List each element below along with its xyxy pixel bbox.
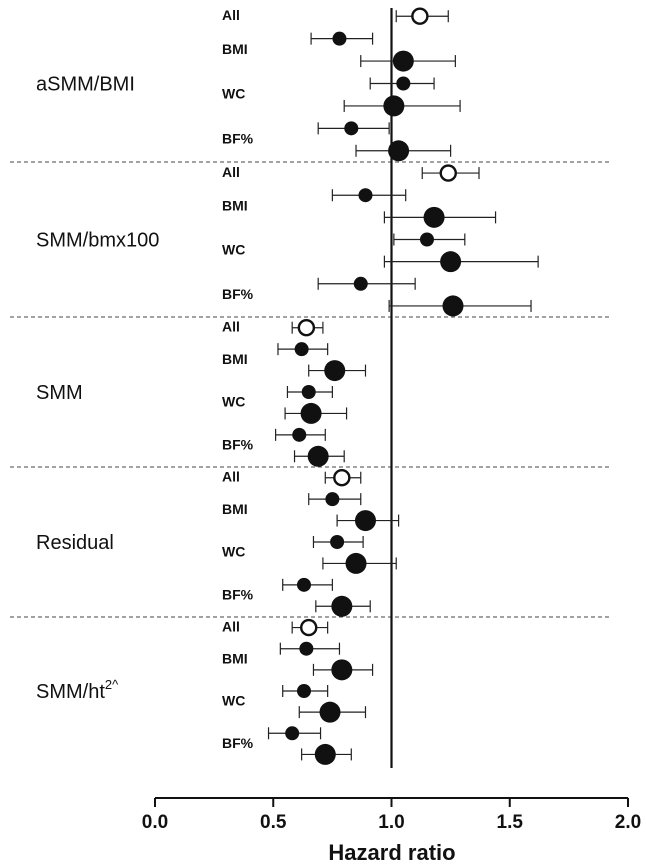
x-tick-label: 0.0 [142,812,168,833]
point-small [294,342,309,357]
row-label: WC [222,544,245,560]
group-label: SMM [36,382,83,404]
row-label: All [222,164,240,180]
point-small [299,641,314,656]
point-large [383,95,405,117]
x-tick-label: 2.0 [615,812,641,833]
x-tick-label: 1.5 [497,812,524,833]
point-large [307,445,329,467]
point-large [331,595,353,617]
point-large [442,295,464,317]
point-small [285,726,300,741]
row-label: BF% [222,587,254,603]
point-open [333,469,351,487]
point-small [332,31,347,46]
row-label: BF% [222,735,254,751]
row-label: WC [222,693,245,709]
point-open [300,618,318,637]
x-axis-title: Hazard ratio [328,840,455,865]
point-small [353,276,368,291]
row-label: BF% [222,437,254,453]
group-label: SMM/bmx100 [36,230,159,252]
point-large [300,402,322,424]
row-label: All [222,7,240,23]
point-small [330,535,345,549]
point-large [345,552,367,574]
row-label: BMI [222,351,248,367]
point-open [439,164,457,182]
point-large [388,140,410,162]
point-small [296,577,311,592]
row-label: All [222,469,240,485]
row-label: BMI [222,501,248,517]
row-label: BMI [222,197,248,213]
point-large [392,50,414,72]
point-open [411,7,429,25]
data-marks [267,7,539,765]
point-small [296,684,311,698]
point-large [331,659,353,681]
row-label: BMI [222,41,248,57]
point-small [325,492,340,507]
x-tick-label: 0.5 [260,812,287,833]
point-small [419,232,434,247]
point-small [396,76,411,91]
point-small [358,188,373,203]
group-label: Residual [36,532,114,554]
row-label: WC [222,242,245,258]
row-label: WC [222,394,245,410]
point-large [354,510,376,532]
row-label: BMI [222,650,248,666]
point-large [324,360,346,382]
row-label: WC [222,86,245,102]
point-small [301,385,316,399]
point-small [292,427,307,442]
row-label: All [222,619,240,635]
point-large [314,743,336,765]
x-tick-label: 1.0 [378,812,404,833]
group-separators [10,161,610,618]
row-labels: aSMM/BMI All BMI WC BF% SMM/bmx100 All BMI WC BF%… [36,7,254,751]
row-label: All [222,319,240,335]
point-open [297,319,316,337]
group-label: aSMM/BMI [36,74,135,96]
point-small [344,121,359,136]
point-large [423,206,445,228]
point-large [440,251,462,273]
x-axis: 0.0 0.5 1.0 1.5 2.0 [142,797,641,833]
row-label: BF% [222,131,254,147]
row-label: BF% [222,286,254,302]
point-large [319,701,341,723]
group-label: SMM/ht2^ [36,677,119,703]
